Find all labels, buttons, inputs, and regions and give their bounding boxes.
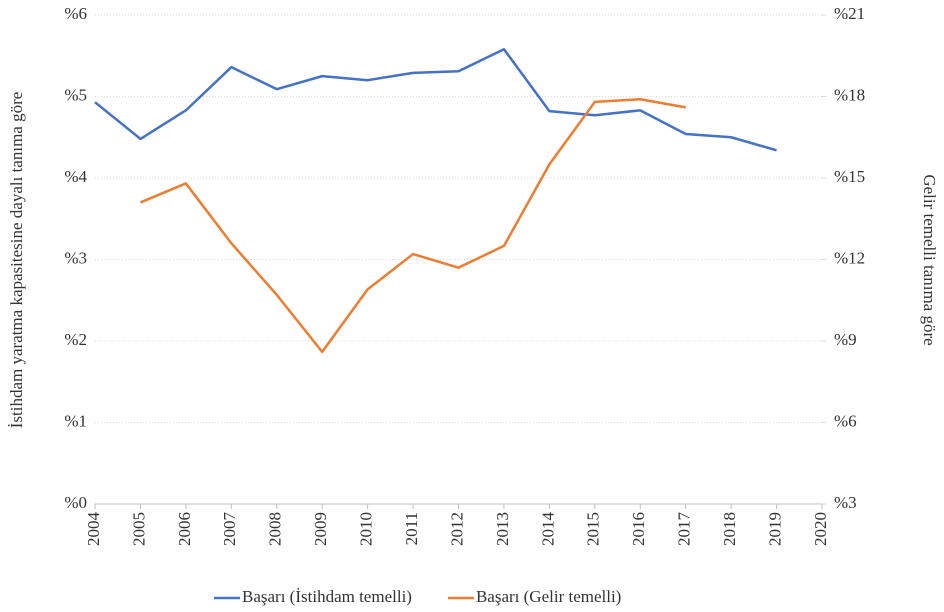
x-tick-label: 2013: [493, 512, 512, 546]
y-tick-label: %6: [64, 4, 87, 23]
x-tick-label: 2012: [447, 512, 466, 546]
x-tick-label: 2015: [584, 512, 603, 546]
y-tick-label: %3: [64, 248, 87, 267]
x-tick-label: 2018: [720, 512, 739, 546]
x-tick-label: 2017: [675, 512, 694, 547]
x-tick-label: 2020: [811, 512, 830, 546]
x-tick-label: 2004: [84, 512, 103, 547]
y2-tick-label: %3: [834, 493, 857, 512]
y-tick-label: %0: [64, 493, 87, 512]
x-tick-label: 2011: [402, 512, 421, 545]
y2-tick-label: %9: [834, 330, 857, 349]
y2-axis-title: Gelir temelli tanıma göre: [920, 174, 939, 345]
y-tick-label: %2: [64, 330, 87, 349]
y2-tick-label: %15: [834, 167, 865, 186]
x-tick-label: 2010: [357, 512, 376, 546]
legend-label: Başarı (Gelir temelli): [476, 587, 621, 606]
y-tick-label: %1: [64, 411, 87, 430]
y2-tick-label: %18: [834, 85, 865, 104]
x-tick-label: 2016: [629, 512, 648, 546]
series-line: [139, 97, 686, 354]
x-tick-label: 2008: [266, 512, 285, 546]
y-axis-title: İstihdam yaratma kapasitesine dayalı tan…: [7, 92, 26, 429]
legend-label: Başarı (İstihdam temelli): [242, 587, 412, 606]
x-tick-label: 2007: [220, 512, 239, 547]
y2-tick-label: %21: [834, 4, 865, 23]
y-tick-label: %4: [64, 167, 87, 186]
y-tick-label: %5: [64, 85, 87, 104]
x-tick-label: 2006: [175, 512, 194, 546]
series-line: [94, 47, 777, 152]
x-tick-label: 2014: [538, 512, 557, 547]
y2-tick-label: %12: [834, 248, 865, 267]
y2-tick-label: %6: [834, 411, 857, 430]
x-tick-label: 2019: [765, 512, 784, 546]
x-tick-label: 2009: [311, 512, 330, 546]
x-tick-label: 2005: [129, 512, 148, 546]
